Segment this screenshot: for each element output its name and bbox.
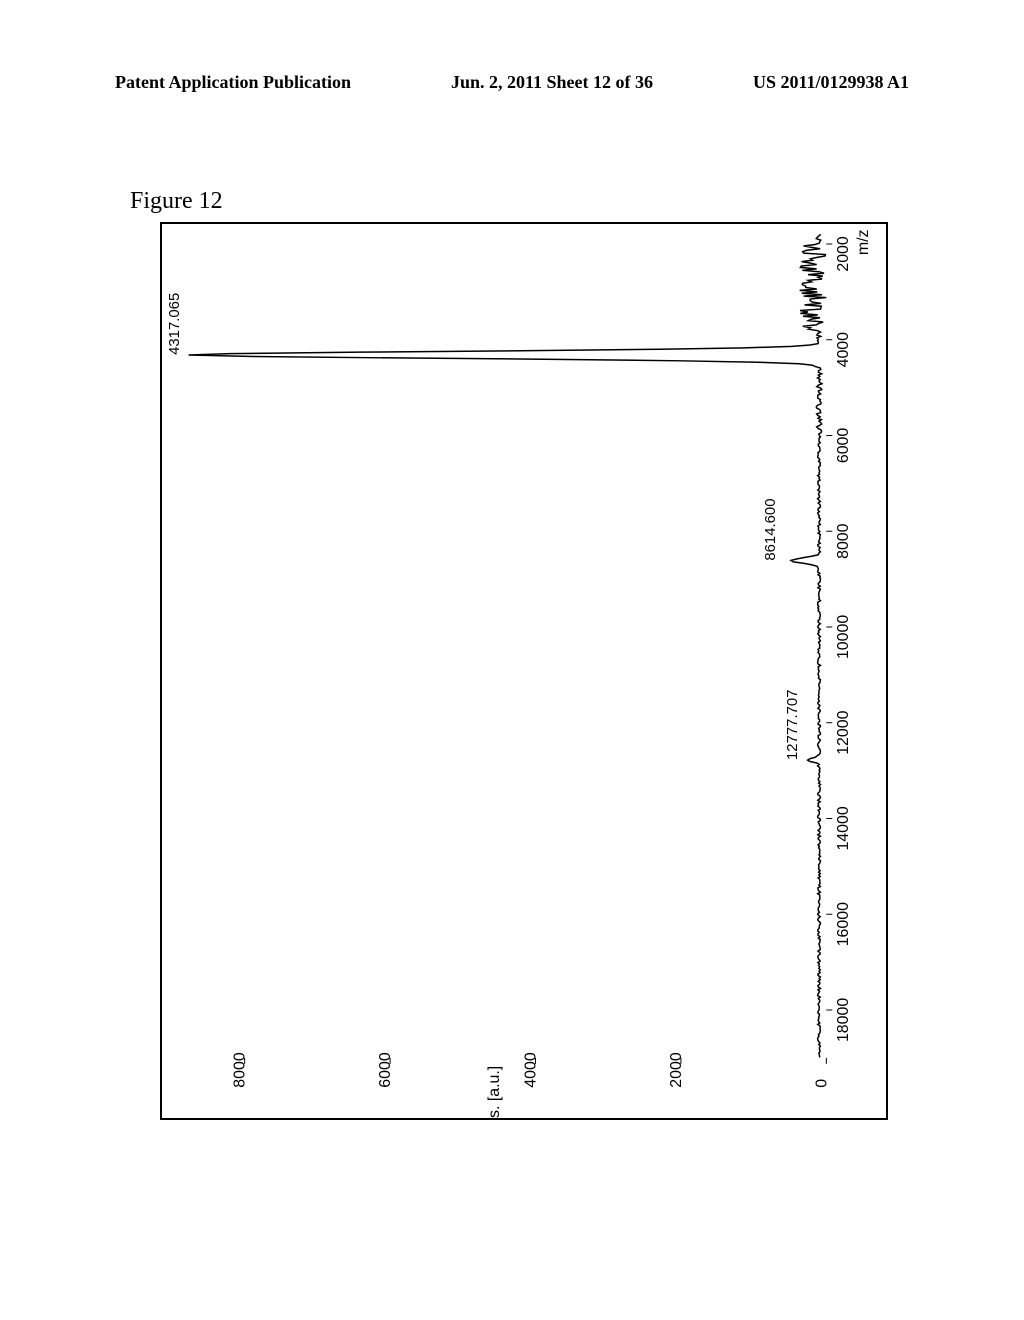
mz-tick-label: 8000	[835, 523, 852, 559]
mz-tick-label: 6000	[835, 428, 852, 464]
spectrum-chart: 2000 4000 6000 8000 10000 12000 14000 16000 1800…	[160, 222, 888, 1120]
intensity-tick-label: 2000	[668, 1052, 685, 1088]
intensity-tick-label: 8000	[232, 1052, 249, 1088]
header-left: Patent Application Publication	[115, 72, 351, 93]
mz-tick-label: 12000	[835, 710, 852, 754]
mz-tick-label: 2000	[835, 236, 852, 272]
spectrum-trace	[189, 234, 827, 1057]
chart-svg: 2000 4000 6000 8000 10000 12000 14000 16000 1800…	[162, 224, 886, 1118]
peak-label: 4317.065	[167, 293, 183, 355]
intensity-axis-label: Intens. [a.u.]	[486, 1066, 503, 1118]
mz-tick-label: 10000	[835, 615, 852, 659]
mz-tick-label: 16000	[835, 902, 852, 946]
mz-tick-label: 4000	[835, 332, 852, 368]
peak-label: 8614.600	[763, 498, 779, 560]
header-right: US 2011/0129938 A1	[753, 72, 909, 93]
intensity-tick-label: 0	[813, 1079, 830, 1088]
header-center: Jun. 2, 2011 Sheet 12 of 36	[451, 72, 653, 93]
page-header: Patent Application Publication Jun. 2, 2…	[0, 72, 1024, 93]
mz-tick-label: 18000	[835, 998, 852, 1042]
peak-label: 12777.707	[785, 690, 801, 760]
figure-label: Figure 12	[130, 188, 223, 215]
intensity-tick-label: 6000	[377, 1052, 394, 1088]
mz-axis-label: m/z	[855, 230, 872, 256]
intensity-tick-label: 4000	[522, 1052, 539, 1088]
mz-tick-label: 14000	[835, 806, 852, 850]
